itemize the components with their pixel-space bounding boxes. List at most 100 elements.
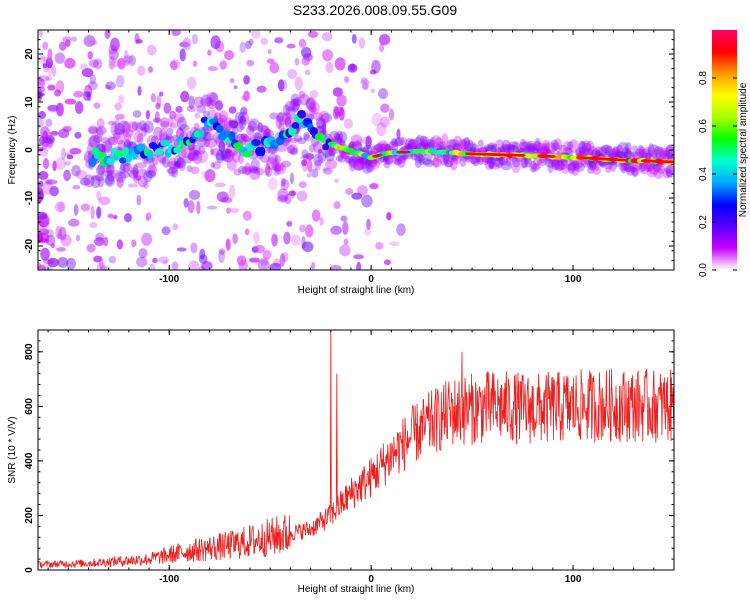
spectrogram-halo-blob [315, 125, 326, 133]
spectrogram-halo-blob [565, 158, 575, 167]
spectrogram-halo-blob [285, 116, 292, 130]
spectrogram-halo-blob [586, 140, 595, 155]
spectrogram-halo-blob [491, 154, 502, 167]
spectrogram-noise-blob [267, 177, 278, 191]
spectrogram-noise-blob [361, 194, 373, 208]
spectrogram-noise-blob [123, 55, 134, 64]
spectrogram-halo-blob [593, 161, 600, 171]
spectrogram-halo-blob [237, 153, 244, 165]
spectrogram-halo-blob [441, 133, 449, 148]
spectrogram-halo-blob [264, 166, 273, 178]
spectrogram-halo-blob [573, 159, 580, 171]
spectrogram-halo-blob [470, 157, 480, 165]
spectrogram-halo-blob [444, 160, 453, 168]
spectrogram-halo-blob [643, 152, 652, 160]
spectrogram-halo-blob [328, 149, 335, 157]
spectrogram-halo-blob [337, 154, 346, 163]
spectrogram-noise-blob [325, 159, 338, 170]
spectrogram-halo-blob [313, 141, 324, 154]
spectrogram-halo-blob [442, 152, 450, 165]
spectrogram-halo-blob [653, 167, 664, 179]
spectrogram-halo-blob [469, 141, 477, 155]
spectrogram-noise-blob [53, 89, 61, 97]
spectrogram-halo-blob [553, 138, 563, 153]
spectrogram-halo-blob [175, 157, 186, 169]
spectrogram-noise-blob [45, 118, 53, 127]
spectrogram-noise-blob [163, 102, 172, 114]
spectrogram-peak-blob [671, 160, 674, 164]
spectrogram-halo-blob [383, 161, 391, 169]
spectrogram-noise-blob [334, 111, 341, 119]
spectrogram-halo-blob [136, 133, 144, 145]
snr-y-tick-label: 600 [24, 398, 35, 415]
spectrogram-halo-blob [375, 142, 383, 153]
spectrogram-halo-blob [621, 163, 631, 171]
spectrogram-halo-blob [604, 146, 613, 156]
spectrogram-ridge-blob [291, 122, 300, 129]
spectrogram-noise-blob [239, 115, 247, 124]
spectrogram-halo-blob [377, 140, 389, 151]
spectrogram-halo-blob [254, 167, 265, 176]
spectrogram-halo-blob [293, 135, 303, 142]
spectrogram-noise-blob [52, 160, 57, 172]
spectrogram-halo-blob [665, 164, 674, 178]
spectrogram-noise-blob [257, 122, 264, 133]
spectrogram-halo-blob [237, 165, 247, 175]
spectrogram-halo-blob [499, 143, 511, 155]
spectrogram-noise-blob [358, 37, 366, 49]
spectrogram-noise-blob [192, 60, 197, 67]
spectrogram-halo-blob [334, 133, 343, 144]
spectrogram-noise-blob [88, 59, 99, 68]
spectrogram-halo-blob [89, 134, 101, 149]
spectrogram-noise-blob [210, 35, 221, 50]
spectrogram-halo-blob [361, 158, 371, 168]
spectrogram-noise-blob [226, 207, 231, 214]
spectrogram-halo-blob [348, 141, 355, 150]
spectrogram-noise-blob [245, 40, 252, 50]
spectrogram-halo-blob [225, 150, 236, 159]
spectrogram-noise-blob [262, 249, 272, 260]
spectrogram-halo-blob [250, 158, 260, 171]
spectrogram-halo-blob [133, 131, 143, 143]
spectrogram-halo-blob [562, 147, 572, 156]
spectrogram-halo-blob [653, 146, 663, 157]
spectrogram-noise-blob [306, 173, 312, 178]
spectrogram-noise-blob [256, 85, 267, 93]
spectrogram-halo-blob [122, 163, 131, 174]
spectrogram-noise-blob [380, 103, 390, 113]
spectrogram-peak-blob [549, 155, 556, 158]
spectrogram-halo-blob [550, 158, 561, 166]
spectrogram-halo-blob [160, 117, 170, 130]
spectrogram-halo-blob [531, 162, 540, 172]
spectrogram-noise-blob [296, 190, 308, 202]
spectrogram-y-label: Frequency (Hz) [7, 116, 18, 185]
spectrogram-halo-blob [592, 166, 602, 175]
spectrogram-noise-blob [375, 241, 384, 250]
spectrogram-ridge-blob [97, 151, 107, 158]
spectrogram-halo-blob [220, 151, 228, 162]
spectrogram-noise-blob [89, 221, 98, 229]
spectrogram-noise-blob [41, 142, 54, 148]
spectrogram-halo-blob [419, 135, 428, 147]
spectrogram-noise-blob [289, 98, 300, 113]
spectrogram-noise-blob [57, 256, 69, 268]
spectrogram-halo-blob [391, 138, 403, 147]
spectrogram-noise-blob [95, 232, 105, 242]
spectrogram-halo-blob [488, 163, 501, 170]
spectrogram-halo-blob [463, 140, 472, 152]
spectrogram-halo-blob [135, 121, 142, 133]
spectrogram-noise-blob [38, 180, 44, 188]
spectrogram-noise-blob [44, 178, 53, 185]
spectrogram-noise-blob [348, 158, 357, 172]
spectrogram-halo-blob [484, 157, 496, 165]
spectrogram-halo-blob [236, 121, 244, 133]
spectrogram-halo-blob [525, 142, 535, 153]
spectrogram-halo-blob [193, 96, 204, 108]
spectrogram-ridge-blob [160, 139, 171, 147]
spectrogram-halo-blob [168, 157, 177, 170]
spectrogram-halo-blob [485, 160, 494, 170]
spectrogram-halo-blob [521, 156, 529, 169]
spectrogram-halo-blob [209, 92, 219, 107]
